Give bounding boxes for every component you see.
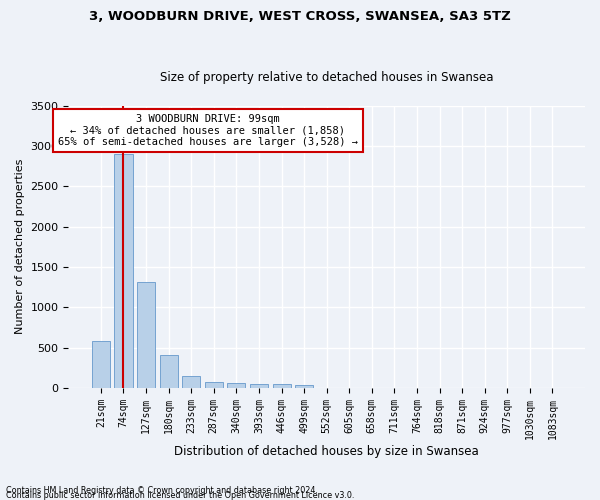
Bar xyxy=(205,382,223,388)
Bar xyxy=(160,355,178,388)
Y-axis label: Number of detached properties: Number of detached properties xyxy=(15,159,25,334)
Text: 3, WOODBURN DRIVE, WEST CROSS, SWANSEA, SA3 5TZ: 3, WOODBURN DRIVE, WEST CROSS, SWANSEA, … xyxy=(89,10,511,23)
Bar xyxy=(250,384,268,388)
X-axis label: Distribution of detached houses by size in Swansea: Distribution of detached houses by size … xyxy=(175,444,479,458)
Bar xyxy=(227,384,245,388)
Title: Size of property relative to detached houses in Swansea: Size of property relative to detached ho… xyxy=(160,70,493,84)
Bar xyxy=(272,384,290,388)
Text: 3 WOODBURN DRIVE: 99sqm
← 34% of detached houses are smaller (1,858)
65% of semi: 3 WOODBURN DRIVE: 99sqm ← 34% of detache… xyxy=(58,114,358,147)
Bar xyxy=(137,282,155,388)
Bar xyxy=(115,154,133,388)
Bar xyxy=(295,385,313,388)
Bar xyxy=(92,342,110,388)
Text: Contains HM Land Registry data © Crown copyright and database right 2024.: Contains HM Land Registry data © Crown c… xyxy=(6,486,318,495)
Text: Contains public sector information licensed under the Open Government Licence v3: Contains public sector information licen… xyxy=(6,490,355,500)
Bar xyxy=(182,376,200,388)
